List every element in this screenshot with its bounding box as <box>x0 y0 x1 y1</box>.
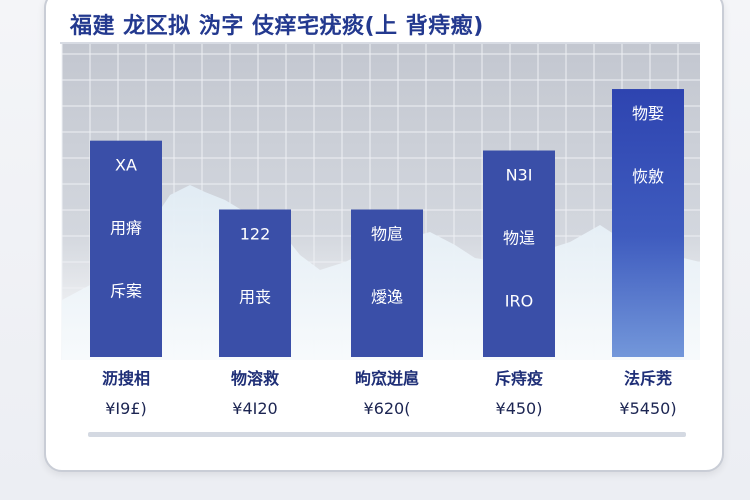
title-divider <box>60 42 700 44</box>
bar <box>612 89 684 358</box>
bar-inner-label: 斥案 <box>110 282 142 301</box>
price-label: ¥I9£) <box>105 399 147 418</box>
bar-inner-label: XA <box>115 156 137 175</box>
bar-inner-label: 用丧 <box>239 288 271 307</box>
bar-inner-label: 恢敫 <box>632 167 664 186</box>
price-label: ¥5450) <box>619 399 676 418</box>
bar-inner-label: 物逞 <box>503 229 535 248</box>
bar-inner-label: IRO <box>505 292 533 311</box>
bar <box>483 150 555 357</box>
category-label: 沥搜相 <box>102 369 150 388</box>
bar-inner-label: 物扈 <box>371 225 403 244</box>
bar-inner-label: 用瘠 <box>110 219 142 238</box>
category-label: 法斥茺 <box>624 369 672 388</box>
bars-group <box>90 89 684 358</box>
price-label: ¥620( <box>364 399 411 418</box>
bar <box>90 140 162 357</box>
bar <box>351 209 423 357</box>
bar <box>219 209 291 357</box>
category-labels-group: 沥搜相 物溶救 昫窊迸扈 斥痔疫 法斥茺 <box>102 369 672 388</box>
chart-title: 福建 龙区拟 沩字 伎痒宅疣痰(上 背痔瘛) <box>70 14 484 39</box>
bar-inner-label: 物娶 <box>632 104 664 123</box>
price-label: ¥4I20 <box>232 399 277 418</box>
bar-inner-label: 122 <box>240 225 271 244</box>
category-label: 斥痔疫 <box>495 369 543 388</box>
category-label: 昫窊迸扈 <box>355 369 419 388</box>
bar-inner-label: N3I <box>506 166 533 185</box>
price-labels-group: ¥I9£) ¥4I20 ¥620( ¥450) ¥5450) <box>105 399 676 418</box>
baseline-rule <box>88 432 686 437</box>
category-label: 物溶救 <box>231 369 279 388</box>
price-label: ¥450) <box>496 399 543 418</box>
bar-inner-label: 燰逸 <box>371 288 403 307</box>
